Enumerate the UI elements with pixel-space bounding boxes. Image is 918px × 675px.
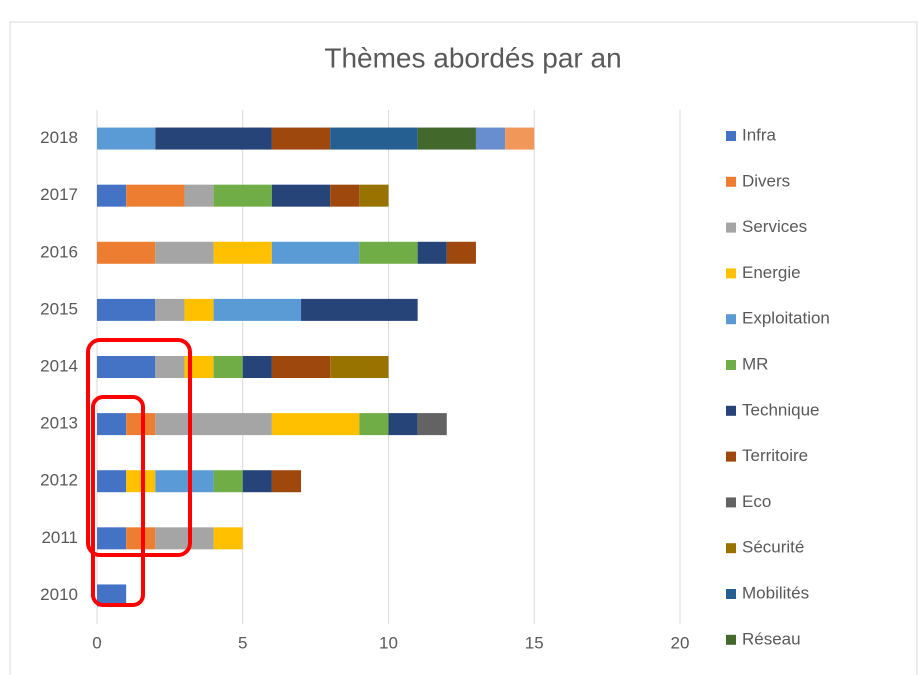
legend-label: Infra [742,125,777,144]
legend-swatch [726,451,736,462]
chart-border [9,21,918,675]
y-tick-label: 2015 [40,299,78,318]
y-tick-label: 2017 [40,185,78,204]
bar-segment [359,413,389,436]
bar-segment [330,127,418,150]
bar-segment [155,356,185,378]
legend-swatch [726,176,736,187]
y-tick-label: 2018 [40,128,78,147]
bar-segment [155,470,214,493]
bar-segment [271,356,331,378]
bar-segment [213,241,272,264]
annotation-box [86,338,192,557]
legend-label: Divers [742,171,790,190]
bar-segment [417,241,447,264]
bar-segment [97,470,127,493]
bar-segment [97,356,156,378]
y-tick-label: 2016 [40,242,78,261]
bar-segment [242,356,272,378]
bar-segment [271,241,360,264]
legend-swatch [726,360,736,370]
bar-segment [126,527,156,550]
legend-label: Services [742,217,807,236]
legend-label: Eco [742,492,771,511]
bar-segment [184,184,214,207]
bar-segment [417,413,447,436]
bar-segment [301,298,418,321]
bar-segment [505,127,535,150]
legend-swatch [726,268,736,279]
bar-segment [242,470,272,493]
bar-segment [330,356,389,378]
legend-swatch [726,222,736,233]
legend-label: Mobilités [742,583,809,602]
legend-swatch [726,543,736,554]
legend-swatch [726,497,736,508]
bar-segment [97,184,127,207]
bar-segment [446,241,476,264]
x-tick-label: 15 [525,633,544,652]
bar-segment [97,241,156,264]
legend-swatch [726,405,736,416]
bar-segment [155,298,185,321]
bar-segment [213,470,243,493]
bar-segment [271,127,331,150]
bar-segment [97,527,127,550]
bar-segment [213,356,243,378]
bar-segment [155,413,272,436]
y-tick-label: 2012 [40,471,78,490]
bar-segment [155,241,214,264]
y-tick-label: 2010 [40,585,78,604]
legend-label: Technique [742,400,820,419]
legend-label: Réseau [742,629,801,648]
bar-segment [475,127,506,150]
legend-label: Energie [742,263,801,282]
x-tick-label: 20 [671,633,690,652]
bar-segment [213,184,272,207]
bar-segment [97,584,127,607]
bar-segment [330,184,360,207]
bar-segment [271,413,360,436]
legend-label: Exploitation [742,309,830,328]
bar-segment [213,298,302,321]
bar-segment [97,127,156,150]
legend-swatch [726,131,736,141]
bar-segment [359,241,418,264]
bar-segment [126,184,185,207]
bar-segment [155,127,272,150]
legend-swatch [726,589,736,599]
annotation-box [91,395,145,607]
bar-segment [155,527,214,550]
x-tick-label: 10 [379,633,398,652]
chart-title: Thèmes abordés par an [324,42,621,73]
bar-segment [388,413,418,436]
bar-segment [184,298,214,321]
y-tick-label: 2011 [41,528,78,547]
y-tick-label: 2013 [40,414,78,433]
legend-label: Sécurité [742,538,804,557]
x-tick-label: 5 [238,633,247,652]
legend-swatch [726,634,736,645]
bar-segment [213,527,243,550]
legend-label: Territoire [742,446,808,465]
bar-segment [126,413,156,436]
y-tick-label: 2014 [40,356,78,375]
bar-segment [126,470,156,493]
bar-segment [271,470,302,493]
legend-swatch [726,314,736,325]
x-tick-label: 0 [92,633,101,652]
bar-segment [417,127,476,150]
bar-segment [359,184,389,207]
bar-segment [271,184,331,207]
bar-segment [97,413,127,436]
legend-label: MR [742,354,768,373]
bar-segment [97,298,156,321]
